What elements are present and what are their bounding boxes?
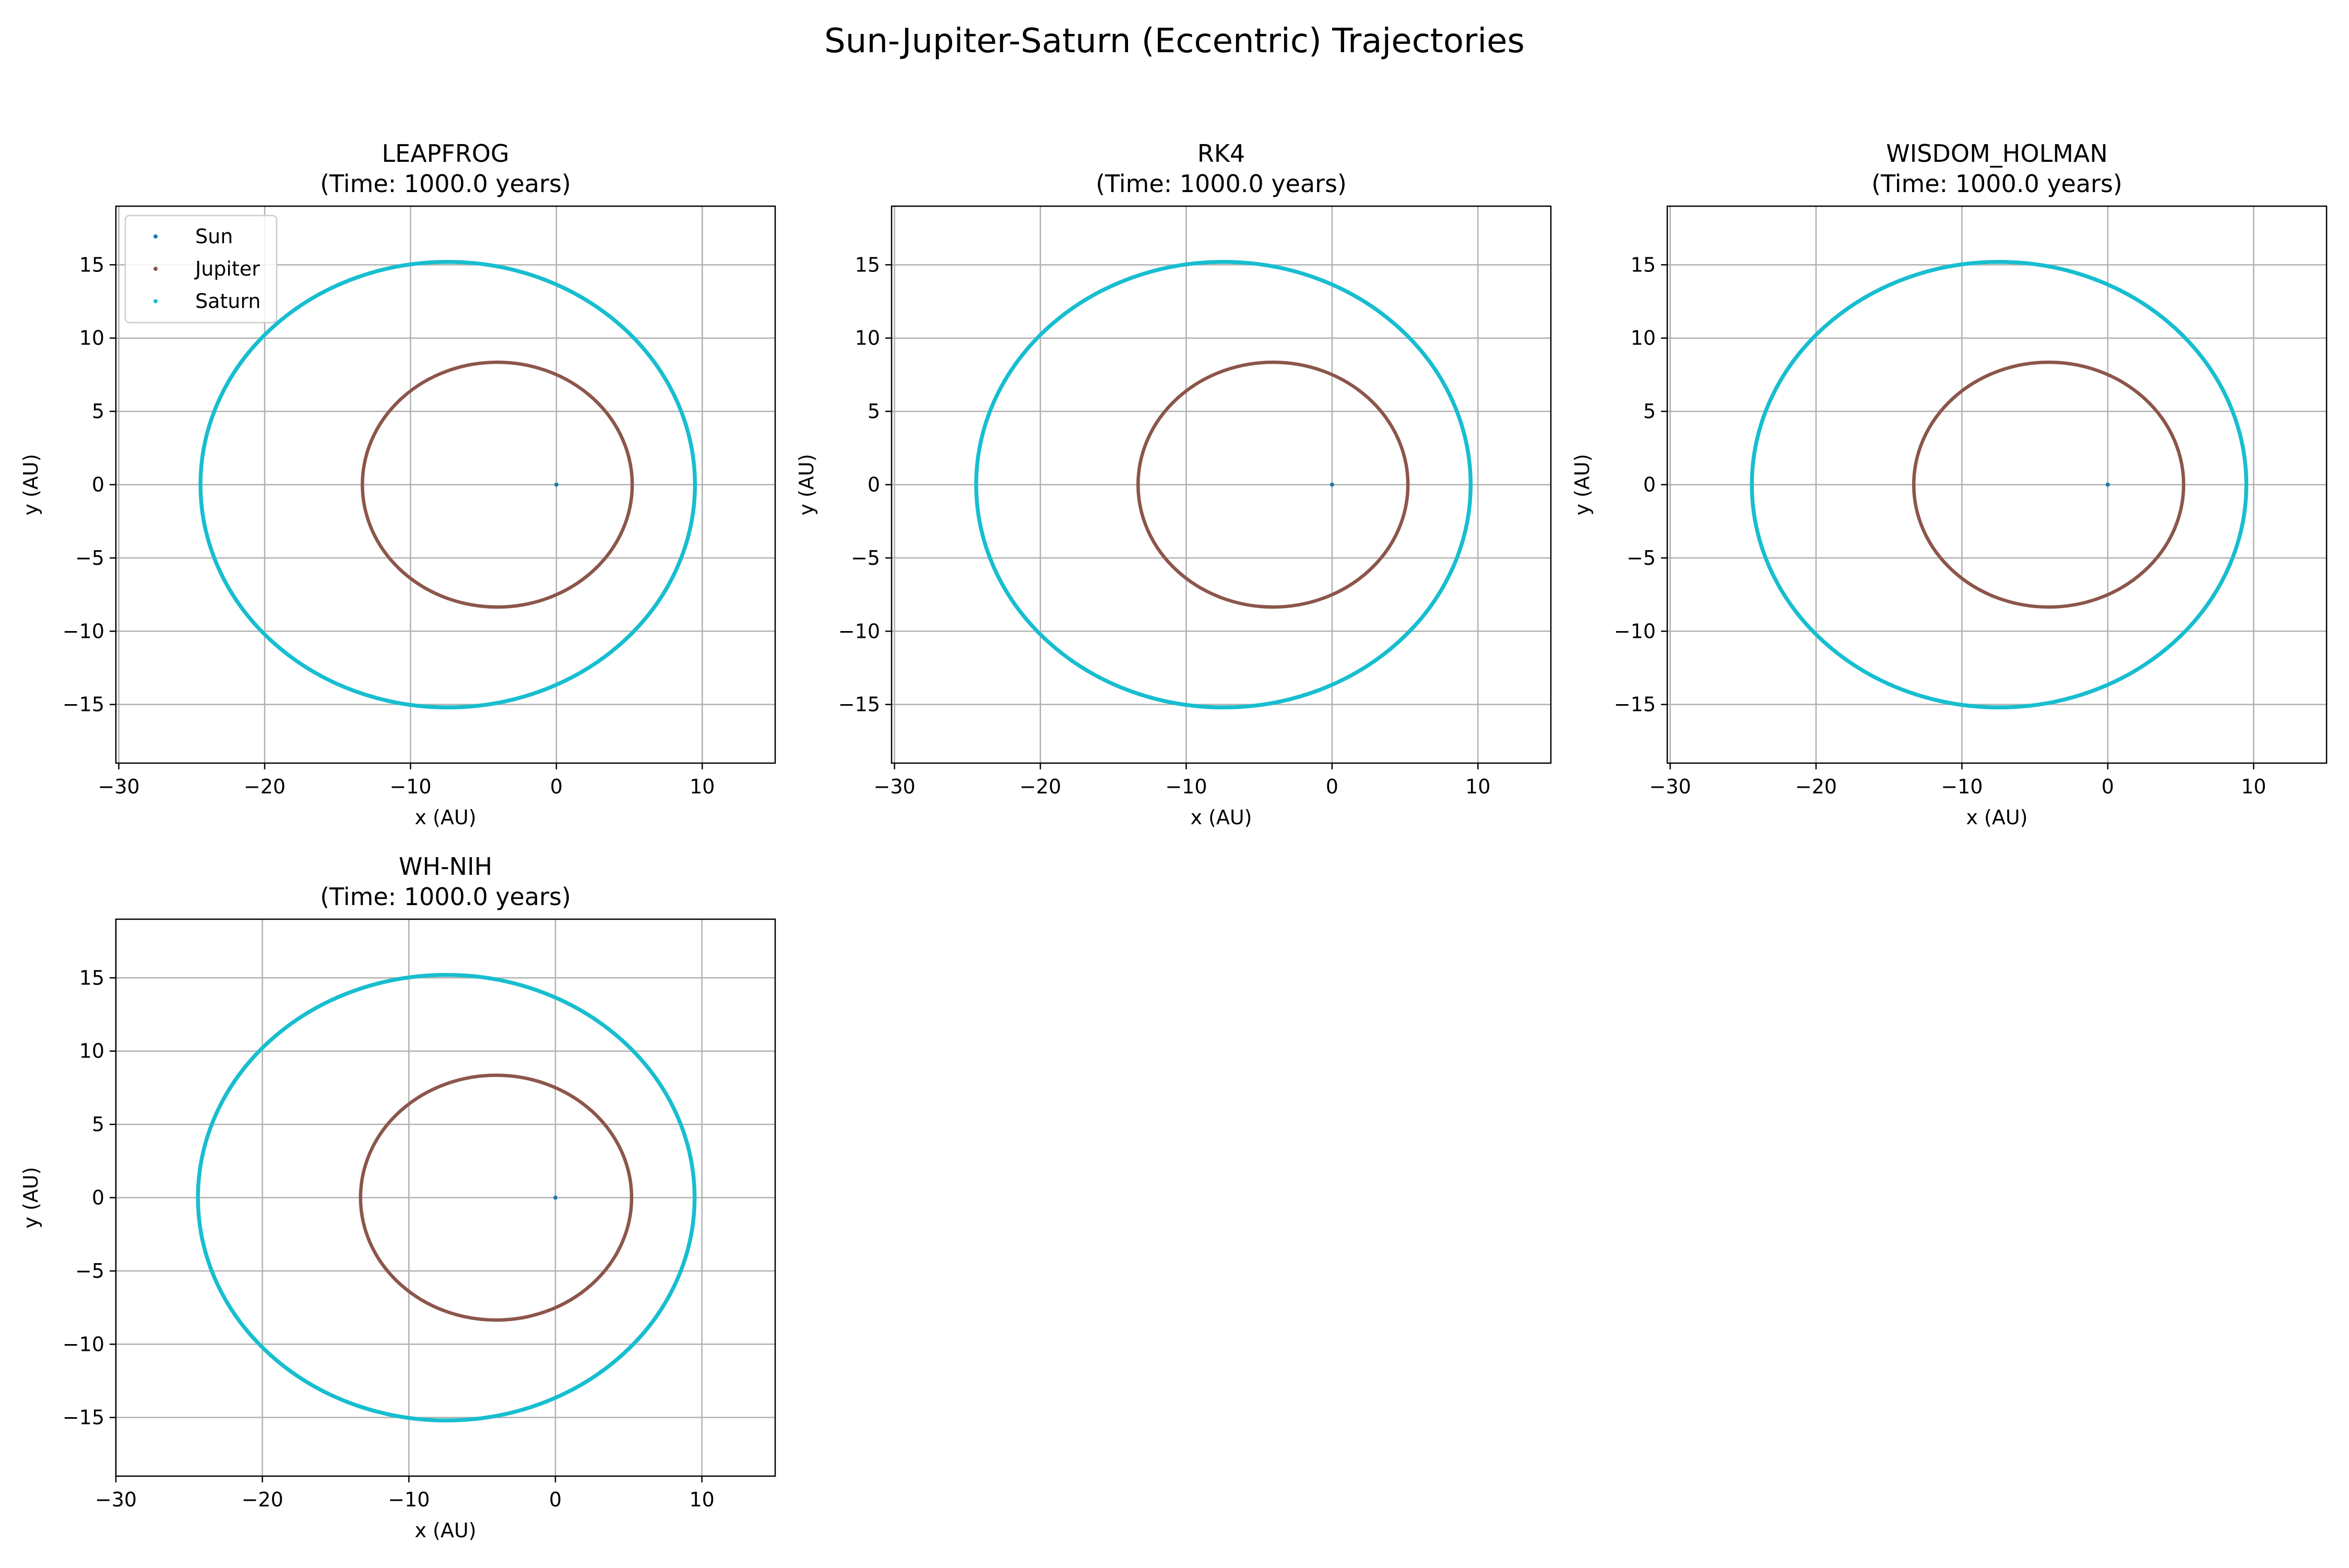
x-tick-label: −30: [873, 775, 915, 798]
y-tick-label: 0: [92, 473, 104, 496]
y-tick-label: 15: [855, 253, 880, 276]
point-sun: [553, 1195, 557, 1200]
x-axis-label: x (AU): [1966, 806, 2027, 829]
legend-box: [124, 215, 278, 324]
x-axis-label: x (AU): [1190, 806, 1252, 829]
y-tick-label: −15: [63, 1406, 104, 1429]
orbit-saturn: [974, 259, 1473, 710]
x-tick-label: −10: [388, 1488, 430, 1511]
orbit-saturn: [1750, 259, 2249, 710]
x-tick-label: −20: [1795, 775, 1837, 798]
x-tick-label: 0: [549, 1488, 562, 1511]
subplot-1: −30 −20 −10 0 10 −15 −10 −5 0 5 10 15 x (AU) y (AU) LE…: [19, 139, 776, 829]
x-axis-label: x (AU): [414, 1519, 476, 1542]
y-tick-label: −10: [1614, 620, 1656, 643]
y-tick-label: −5: [851, 547, 880, 569]
y-tick-label: −10: [838, 620, 880, 643]
x-tick-label: 0: [1326, 775, 1338, 798]
orbit-jupiter: [1912, 360, 2186, 609]
orbit-saturn: [196, 972, 697, 1423]
y-tick-label: 10: [79, 1040, 104, 1063]
y-tick-label: 10: [79, 327, 104, 350]
y-tick-label: 10: [855, 327, 880, 350]
subplot-4: −30 −20 −10 0 10 −15 −10 −5 0 5 10 15 x (AU) y (AU) WH…: [19, 852, 776, 1542]
subplot-title: LEAPFROG: [382, 139, 509, 168]
subplot-2: −30 −20 −10 0 10 −15 −10 −5 0 5 10 15 x (AU) y (AU) RK…: [795, 139, 1552, 829]
orbit-jupiter: [360, 360, 634, 609]
x-tick-label: −10: [1165, 775, 1207, 798]
y-axis-label: y (AU): [19, 1167, 42, 1228]
legend-label-jupiter: Jupiter: [194, 257, 260, 280]
y-tick-label: −10: [63, 1333, 104, 1356]
legend: Sun Jupiter Saturn: [124, 215, 278, 324]
x-tick-label: 10: [689, 1488, 714, 1511]
x-tick-label: 0: [2102, 775, 2114, 798]
y-tick-label: 5: [92, 400, 104, 423]
orbit-jupiter: [1136, 360, 1410, 609]
subplot-subtitle: (Time: 1000.0 years): [320, 170, 571, 198]
x-tick-label: −10: [1941, 775, 1983, 798]
y-tick-label: 15: [1631, 253, 1656, 276]
x-tick-label: −20: [1019, 775, 1061, 798]
x-tick-label: 10: [2241, 775, 2266, 798]
subplot-title: RK4: [1197, 139, 1245, 168]
point-sun: [2105, 482, 2110, 487]
y-tick-label: −10: [63, 620, 104, 643]
subplot-subtitle: (Time: 1000.0 years): [1871, 170, 2122, 198]
figure-title: Sun-Jupiter-Saturn (Eccentric) Trajector…: [824, 22, 1525, 61]
point-sun: [1330, 482, 1334, 487]
y-tick-label: 15: [79, 253, 104, 276]
y-tick-label: −5: [75, 547, 104, 569]
orbit-jupiter: [359, 1073, 634, 1322]
legend-marker-saturn: [153, 299, 158, 303]
x-axis-label: x (AU): [414, 806, 476, 829]
x-tick-label: −10: [389, 775, 431, 798]
y-tick-label: 0: [92, 1186, 104, 1209]
x-tick-label: −20: [242, 1488, 283, 1511]
y-axis-label: y (AU): [19, 454, 42, 515]
y-tick-label: 5: [92, 1113, 104, 1136]
y-tick-label: −5: [75, 1260, 104, 1282]
y-tick-label: −5: [1627, 547, 1656, 569]
subplot-subtitle: (Time: 1000.0 years): [1096, 170, 1347, 198]
legend-label-sun: Sun: [195, 225, 233, 248]
y-tick-label: −15: [1614, 693, 1656, 716]
y-tick-label: 5: [1643, 400, 1656, 423]
y-axis-label: y (AU): [1571, 454, 1594, 515]
x-tick-label: −30: [98, 775, 139, 798]
orbit-saturn: [198, 259, 697, 710]
legend-label-saturn: Saturn: [195, 290, 260, 313]
y-tick-label: 10: [1631, 327, 1656, 350]
y-axis-label: y (AU): [795, 454, 818, 515]
point-sun: [554, 482, 559, 487]
subplot-3: −30 −20 −10 0 10 −15 −10 −5 0 5 10 15 x (AU) y (AU) WI…: [1571, 139, 2328, 829]
x-tick-label: 0: [550, 775, 563, 798]
x-tick-label: −30: [1649, 775, 1691, 798]
x-tick-label: 10: [1465, 775, 1490, 798]
x-tick-label: −30: [95, 1488, 137, 1511]
y-tick-label: −15: [838, 693, 880, 716]
x-tick-label: −20: [244, 775, 286, 798]
y-tick-label: 5: [868, 400, 880, 423]
subplot-title: WISDOM_HOLMAN: [1886, 139, 2108, 168]
legend-marker-jupiter: [153, 267, 158, 271]
y-tick-label: 15: [79, 966, 104, 989]
subplot-title: WH-NIH: [399, 852, 492, 881]
y-tick-label: 0: [1643, 473, 1656, 496]
subplot-subtitle: (Time: 1000.0 years): [320, 883, 571, 911]
y-tick-label: −15: [63, 693, 104, 716]
y-tick-label: 0: [868, 473, 880, 496]
legend-marker-sun: [153, 234, 158, 239]
x-tick-label: 10: [690, 775, 715, 798]
